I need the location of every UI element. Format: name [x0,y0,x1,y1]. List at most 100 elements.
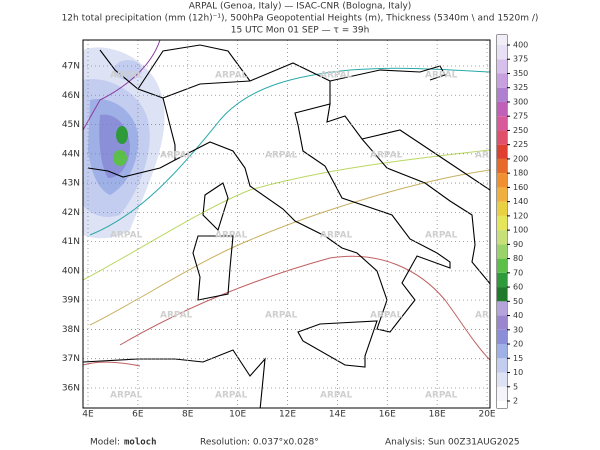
colorbar-label: 225 [513,140,528,149]
colorbar-label: 2 [513,397,518,406]
colorbar-label: 90 [513,240,523,249]
colorbar-bin [497,215,507,231]
watermark: ARPAL [475,311,508,321]
colorbar-bin [497,287,507,302]
colorbar-bin [497,372,507,387]
watermark: ARPAL [475,151,508,161]
lon-tick-label: 12E [279,410,296,420]
colorbar-bin [497,201,507,216]
watermark: ARPAL [110,231,143,241]
watermark: ARPAL [265,311,298,321]
lat-tick-label: 46N [62,91,80,101]
lon-tick-label: 18E [429,410,446,420]
colorbar-bin [497,45,507,60]
title-line: ARPAL (Genoa, Italy) — ISAC-CNR (Bologna… [189,2,412,12]
watermark: ARPAL [425,231,458,241]
colorbar-label: 200 [513,154,528,163]
colorbar-bin [497,244,507,259]
colorbar-label: 325 [513,83,528,92]
watermark: ARPAL [215,231,248,241]
watermark: ARPAL [215,391,248,401]
title-line: 15 UTC Mon 01 SEP — τ = 39h [231,26,370,36]
lat-tick-label: 39N [62,296,80,306]
colorbar-label: 120 [513,211,528,220]
lon-tick-label: 6E [132,410,144,420]
colorbar-bin [497,401,507,408]
colorbar-bin [497,344,507,359]
lon-tick-label: 10E [229,410,246,420]
colorbar-bin [497,35,507,45]
watermark: ARPAL [320,71,353,81]
colorbar-label: 400 [513,41,528,50]
watermark: ARPAL [265,151,298,161]
colorbar-bin [497,116,507,131]
colorbar-bin [497,272,507,288]
lat-tick-label: 43N [62,179,80,189]
lon-tick-label: 16E [379,410,396,420]
lon-tick-label: 14E [329,410,346,420]
lat-tick-label: 45N [62,120,80,130]
footer-model: moloch [124,438,157,448]
colorbar-label: 20 [513,340,523,349]
colorbar-bin [497,386,507,401]
watermark: ARPAL [320,391,353,401]
colorbar-label: 250 [513,126,528,135]
colorbar-bin [497,173,507,188]
colorbar-label: 275 [513,112,528,121]
colorbar-label: 40 [513,311,523,320]
colorbar-bin [497,258,507,273]
colorbar-bin [497,130,507,145]
colorbar-label: 160 [513,183,528,192]
watermark: ARPAL [425,391,458,401]
colorbar-label: 70 [513,268,523,277]
colorbar-label: 375 [513,55,528,64]
colorbar-bin [497,301,507,316]
footer-label: Model: [90,438,120,448]
colorbar-bin [497,87,507,102]
colorbar-bin [497,59,507,74]
colorbar-label: 180 [513,169,528,178]
watermark: ARPAL [160,311,193,321]
colorbar-label: 30 [513,325,523,334]
colorbar-label: 10 [513,368,523,377]
colorbar-label: 50 [513,297,523,306]
lat-tick-label: 44N [62,149,80,159]
watermark: ARPAL [425,71,458,81]
colorbar-label: 5 [513,382,518,391]
colorbar-label: 15 [513,354,523,363]
map: ARPAL ARPAL ARPAL ARPAL ARPAL ARPAL ARPAL ARPAL… [83,40,508,408]
watermark: ARPAL [215,71,248,81]
footer-analysis: Analysis: Sun 00Z31AUG2025 [385,438,520,448]
colorbar-bin [497,101,507,117]
colorbar-bin [497,315,507,330]
map-frame [82,39,491,409]
watermark: ARPAL [110,71,143,81]
watermark: ARPAL [320,231,353,241]
colorbar-label: 140 [513,197,528,206]
lat-tick-label: 36N [62,383,80,393]
lat-tick-label: 41N [62,237,80,247]
coastlines [83,44,490,408]
lat-tick-label: 37N [62,354,80,364]
colorbar-bin [497,358,507,373]
watermark: ARPAL [110,391,143,401]
colorbar-bin [497,144,507,159]
lat-tick-label: 47N [62,62,80,72]
colorbar-bin [497,158,507,174]
colorbar-label: 100 [513,226,528,235]
title-line: 12h total precipitation (mm (12h)⁻¹), 50… [62,14,539,24]
colorbar-bin [497,187,507,202]
lat-tick-label: 40N [62,266,80,276]
colorbar-bin [497,329,507,345]
watermark: ARPAL [370,311,403,321]
lon-tick-label: 8E [182,410,194,420]
contours [83,40,490,367]
colorbar-bin [497,230,507,245]
colorbar-label: 60 [513,283,523,292]
lon-tick-label: 20E [478,410,495,420]
footer-resolution: Resolution: 0.037°x0.028° [200,438,319,448]
watermark: ARPAL [370,151,403,161]
colorbar-label: 300 [513,97,528,106]
lon-tick-label: 4E [82,410,94,420]
